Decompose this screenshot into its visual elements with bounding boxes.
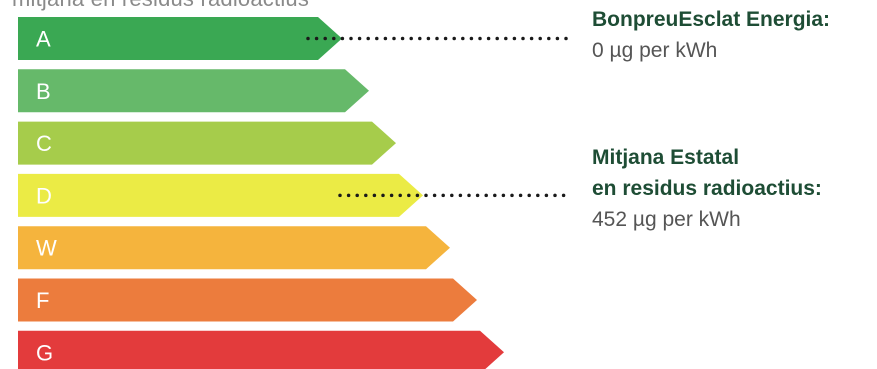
rating-label-g: G [36,340,53,365]
rating-bar-w [18,226,450,270]
chart-title: mitjana en residus radioactius [12,0,309,12]
rating-label-d: D [36,183,52,208]
rating-bar-a [18,17,342,60]
rating-label-b: B [36,79,51,104]
rating-bar-b [18,69,369,113]
rating-bar-f [18,278,477,322]
annotation-bonpreu-value: 0 µg per kWh [592,39,718,62]
rating-label-c: C [36,131,52,156]
rating-bar-c [18,121,396,165]
rating-bar-d [18,173,423,217]
rating-bar-g [18,330,504,369]
annotation-mitjana-value: 452 µg per kWh [592,208,741,231]
annotation-mitjana-title-line1: Mitjana Estatal [592,146,740,169]
annotation-mitjana-title-line2: en residus radioactius: [592,177,822,200]
rating-label-a: A [36,27,51,52]
rating-label-f: F [36,288,49,313]
annotation-bonpreu: BonpreuEsclat Energia: 0 µg per kWh [592,4,830,66]
annotation-bonpreu-title: BonpreuEsclat Energia: [592,8,831,31]
annotation-mitjana: Mitjana Estatal en residus radioactius: … [592,142,822,235]
rating-label-w: W [36,236,57,261]
